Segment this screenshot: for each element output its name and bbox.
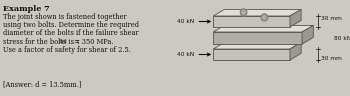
Polygon shape (213, 49, 290, 60)
Polygon shape (290, 9, 301, 27)
Text: Example 7: Example 7 (3, 5, 49, 13)
Polygon shape (213, 42, 301, 49)
Circle shape (240, 9, 247, 16)
Text: 30 mm: 30 mm (321, 17, 342, 22)
Circle shape (242, 11, 245, 14)
Text: diameter of the bolts if the failure shear: diameter of the bolts if the failure she… (3, 29, 139, 37)
Polygon shape (213, 32, 302, 44)
Polygon shape (302, 25, 313, 44)
Circle shape (262, 16, 266, 19)
Text: fail: fail (59, 39, 68, 44)
Circle shape (261, 14, 268, 21)
Text: 40 kN: 40 kN (177, 19, 195, 24)
Text: [Answer: d = 13.5mm.]: [Answer: d = 13.5mm.] (3, 80, 81, 88)
Text: 40 kN: 40 kN (177, 52, 195, 57)
Text: 80 kN: 80 kN (334, 36, 350, 41)
Text: using two bolts. Determine the required: using two bolts. Determine the required (3, 21, 139, 29)
Polygon shape (213, 25, 313, 32)
Text: = 350 MPa.: = 350 MPa. (72, 38, 113, 46)
Text: 30 mm: 30 mm (321, 57, 342, 62)
Polygon shape (213, 16, 290, 27)
Text: stress for the bolts is τ: stress for the bolts is τ (3, 38, 79, 46)
Text: Use a factor of safety for shear of 2.5.: Use a factor of safety for shear of 2.5. (3, 46, 131, 54)
Polygon shape (213, 9, 301, 16)
Text: The joint shown is fastened together: The joint shown is fastened together (3, 13, 126, 21)
Polygon shape (290, 42, 301, 60)
